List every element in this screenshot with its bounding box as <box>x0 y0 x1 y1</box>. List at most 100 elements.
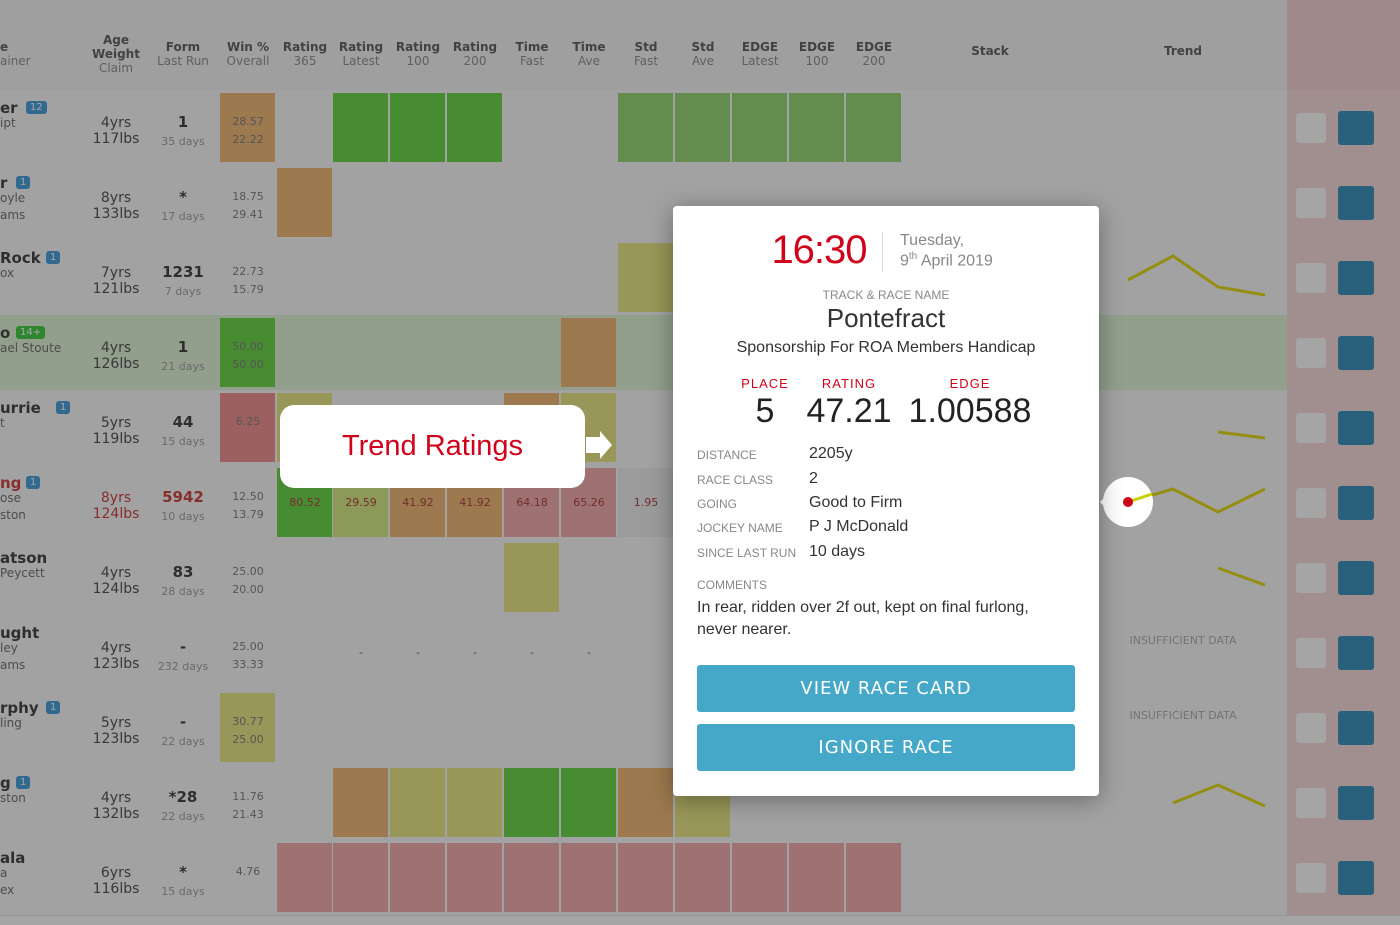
settings-button[interactable] <box>1338 186 1374 220</box>
rating-cell <box>618 243 673 312</box>
weight: 123lbs <box>92 731 140 747</box>
settings-button[interactable] <box>1338 111 1374 145</box>
header-line: Ave <box>578 54 600 68</box>
win-percent: 11.76 <box>232 790 264 803</box>
detail-label: GOING <box>697 497 738 511</box>
header-line: Time <box>572 40 606 54</box>
weight: 123lbs <box>92 656 140 672</box>
horse-name: Peycett <box>0 566 45 580</box>
rating-cell <box>277 168 332 237</box>
weight: 119lbs <box>92 431 140 447</box>
horse-name: t <box>0 416 5 430</box>
stat-label: RATING <box>821 376 877 391</box>
horse-name: atson <box>0 549 48 567</box>
header-line: e <box>0 40 9 54</box>
header-line: EDGE <box>741 40 779 54</box>
horse-name: ex <box>0 883 15 897</box>
select-checkbox[interactable] <box>1296 563 1326 593</box>
settings-button[interactable] <box>1338 861 1374 895</box>
rating-cell <box>220 93 275 162</box>
column-header: Time Fast <box>487 40 577 68</box>
days: 22 days <box>161 735 205 748</box>
date-day: 9 <box>900 252 909 270</box>
win-percent: 25.00 <box>232 733 264 746</box>
days: 10 days <box>161 510 205 523</box>
days: 7 days <box>164 285 202 298</box>
win-percent: 22.73 <box>232 265 264 278</box>
detail-label: RACE CLASS <box>697 473 774 487</box>
header-line: Weight <box>92 47 140 61</box>
header-line: Latest <box>741 54 779 68</box>
horse-name: ught <box>0 624 40 642</box>
header-line: Form <box>165 40 201 54</box>
ignore-race-button[interactable]: IGNORE RACE <box>697 724 1075 771</box>
win-percent: 50.00 <box>232 358 264 371</box>
win-percent: 13.79 <box>232 508 264 521</box>
horse-name: g <box>0 774 11 792</box>
date-suffix: th <box>908 251 918 262</box>
detail-value: 2 <box>809 470 818 487</box>
form: 1 <box>177 338 189 356</box>
trend-line <box>1217 566 1266 587</box>
horse-name: er <box>0 99 18 117</box>
header-line: 200 <box>463 54 487 68</box>
rating-value: - <box>416 646 420 659</box>
settings-button[interactable] <box>1338 486 1374 520</box>
weight: 124lbs <box>92 506 140 522</box>
settings-button[interactable] <box>1338 411 1374 445</box>
header-line: Age <box>102 33 129 47</box>
select-checkbox[interactable] <box>1296 863 1326 893</box>
form: 5942 <box>162 488 204 506</box>
settings-button[interactable] <box>1338 336 1374 370</box>
settings-button[interactable] <box>1338 711 1374 745</box>
win-percent: 25.00 <box>232 565 264 578</box>
badge: 14+ <box>16 326 46 339</box>
rating-cell <box>846 93 901 162</box>
badge: 1 <box>16 176 31 189</box>
view-race-card-button[interactable]: VIEW RACE CARD <box>697 665 1075 712</box>
column-header: EDGE 100 <box>772 40 862 68</box>
select-checkbox[interactable] <box>1296 788 1326 818</box>
rating-cell <box>447 843 502 912</box>
select-checkbox[interactable] <box>1296 263 1326 293</box>
rating-value: - <box>473 646 477 659</box>
rating-value: - <box>587 646 591 659</box>
select-checkbox[interactable] <box>1296 338 1326 368</box>
settings-button[interactable] <box>1338 636 1374 670</box>
settings-button[interactable] <box>1338 786 1374 820</box>
select-checkbox[interactable] <box>1296 413 1326 443</box>
select-checkbox[interactable] <box>1296 188 1326 218</box>
race-popup: 16:30 Tuesday, 9th April 2019 TRACK & RA… <box>673 206 1099 796</box>
horse-name: a <box>0 866 8 880</box>
rating-cell <box>618 468 673 537</box>
header-line: Rating <box>452 40 498 54</box>
stat-label: PLACE <box>741 376 789 391</box>
days: 35 days <box>161 135 205 148</box>
select-checkbox[interactable] <box>1296 488 1326 518</box>
settings-button[interactable] <box>1338 261 1374 295</box>
form: * <box>179 863 187 881</box>
badge: 1 <box>16 776 31 789</box>
select-checkbox[interactable] <box>1296 113 1326 143</box>
header-bg <box>0 0 1400 91</box>
horse-name: oyle <box>0 191 26 205</box>
select-checkbox[interactable] <box>1296 713 1326 743</box>
horse-name: ael Stoute <box>0 341 62 355</box>
divider <box>882 232 883 272</box>
win-percent: 20.00 <box>232 583 264 596</box>
win-percent: 30.77 <box>232 715 264 728</box>
weight: 132lbs <box>92 806 140 822</box>
weight: 133lbs <box>92 206 140 222</box>
trend-note: INSUFFICIENT DATA <box>1129 709 1237 722</box>
rating-cell <box>789 843 844 912</box>
settings-button[interactable] <box>1338 561 1374 595</box>
rating-cell <box>220 318 275 387</box>
rating-value: 41.92 <box>402 496 434 509</box>
select-checkbox[interactable] <box>1296 638 1326 668</box>
horse-name: ng <box>0 474 22 492</box>
form: * <box>179 188 187 206</box>
days: 15 days <box>161 885 205 898</box>
race-time: 16:30 <box>771 228 867 272</box>
